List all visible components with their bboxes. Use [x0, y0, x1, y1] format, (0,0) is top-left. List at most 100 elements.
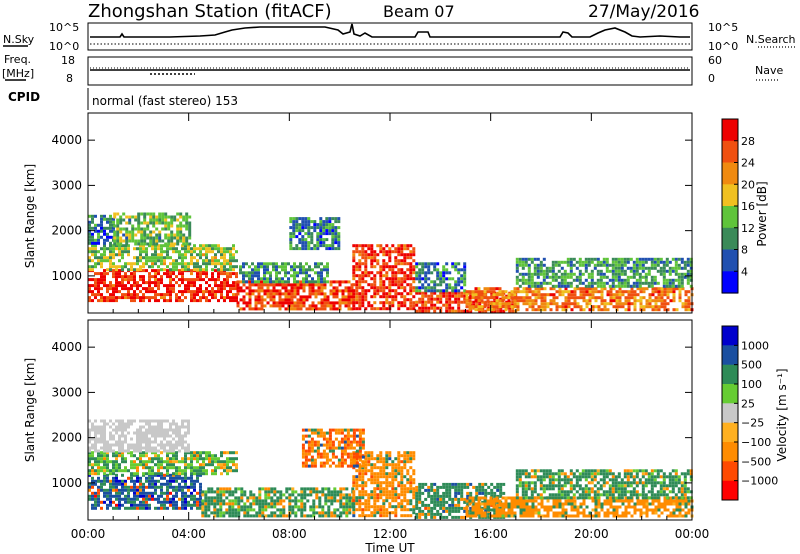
velocity-cell [202, 457, 205, 461]
power-cell [236, 289, 240, 293]
power-cell [415, 291, 419, 295]
power-cell [521, 257, 525, 261]
velocity-cell [94, 428, 97, 432]
power-cell [151, 262, 154, 266]
velocity-cell [142, 500, 145, 504]
power-cell [433, 306, 437, 310]
velocity-cell [330, 511, 334, 515]
velocity-cell [187, 488, 190, 492]
power-cell [223, 250, 226, 254]
power-cell [311, 289, 315, 293]
power-cell [648, 299, 652, 303]
power-cell [397, 259, 401, 263]
power-cell [502, 309, 506, 313]
velocity-cell [466, 494, 470, 498]
power-cell [211, 250, 214, 254]
power-cell [620, 281, 624, 285]
power-cell [424, 286, 428, 290]
power-cell [94, 238, 97, 242]
power-cell [176, 218, 180, 222]
power-cell [436, 306, 440, 310]
power-cell [284, 295, 288, 299]
velocity-cell [124, 485, 127, 489]
power-cell [513, 287, 517, 291]
velocity-cell [106, 494, 109, 498]
power-cell [521, 275, 525, 279]
power-cell [430, 306, 434, 310]
velocity-cell [139, 451, 142, 455]
power-cell [176, 236, 180, 240]
power-cell [161, 221, 165, 225]
power-cell [587, 257, 591, 261]
velocity-cell [249, 496, 253, 500]
power-cell [355, 307, 359, 311]
velocity-cell [303, 496, 307, 500]
velocity-cell [412, 454, 416, 458]
power-cell [220, 293, 223, 297]
velocity-cell [376, 457, 380, 461]
velocity-cell [229, 469, 232, 473]
velocity-cell [109, 446, 112, 450]
velocity-cell [291, 493, 295, 497]
power-cell [121, 278, 124, 282]
power-cell [593, 257, 597, 261]
power-cell [409, 289, 413, 293]
power-cell [136, 284, 139, 288]
power-cell [167, 221, 171, 225]
power-cell [674, 263, 678, 267]
velocity-cell [379, 457, 383, 461]
velocity-cell [157, 469, 160, 473]
power-cell [158, 230, 162, 234]
power-cell [220, 247, 223, 251]
power-cell [325, 238, 329, 242]
power-cell [451, 289, 455, 293]
velocity-cell [142, 431, 145, 435]
power-cell [495, 305, 499, 309]
power-cell [125, 233, 129, 237]
velocity-cell [370, 493, 374, 497]
power-cell [235, 272, 238, 276]
velocity-cell [327, 487, 331, 491]
power-cell [112, 244, 115, 248]
power-cell [588, 293, 592, 297]
power-cell [257, 286, 261, 290]
velocity-cell [465, 508, 469, 512]
velocity-cell [397, 493, 401, 497]
power-cell [677, 275, 681, 279]
velocity-cell [400, 466, 404, 470]
velocity-cell [481, 500, 485, 504]
power-cell [367, 247, 371, 251]
velocity-cell [148, 506, 151, 510]
power-cell [199, 296, 202, 300]
power-cell [109, 259, 112, 263]
power-cell [463, 289, 467, 293]
power-cell [155, 242, 159, 246]
velocity-cell [145, 463, 148, 467]
velocity-cell [121, 446, 124, 450]
power-cell [178, 253, 181, 257]
velocity-cell [121, 434, 124, 438]
power-cell [344, 295, 348, 299]
power-cell [127, 278, 130, 282]
power-cell [578, 278, 582, 282]
power-cell [567, 299, 571, 303]
velocity-cell [400, 460, 404, 464]
power-cell [229, 265, 232, 269]
power-cell [331, 244, 335, 248]
power-cell [551, 266, 555, 270]
power-cell [677, 263, 681, 267]
velocity-cell [97, 431, 100, 435]
power-cell [175, 268, 178, 272]
power-cell [686, 275, 690, 279]
velocity-cell [118, 469, 121, 473]
velocity-cell [151, 494, 154, 498]
power-cell [94, 278, 97, 282]
velocity-cell [181, 443, 184, 447]
power-cell [172, 272, 175, 276]
power-cell [436, 294, 440, 298]
power-cell [112, 265, 115, 269]
power-cell [97, 278, 100, 282]
velocity-cell [94, 443, 97, 447]
velocity-cell [201, 490, 205, 494]
power-cell [223, 265, 226, 269]
